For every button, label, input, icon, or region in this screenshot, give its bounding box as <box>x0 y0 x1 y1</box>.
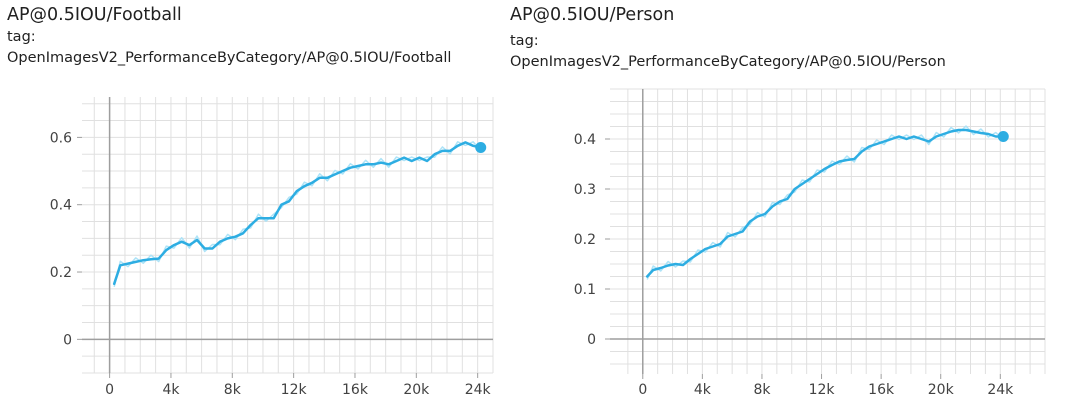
x-tick-label: 4k <box>162 382 180 398</box>
series-line[interactable] <box>112 141 482 286</box>
x-tick-label: 0 <box>638 382 647 398</box>
chart-title: AP@0.5IOU/Person <box>510 5 675 25</box>
tag-label: tag: <box>510 33 539 49</box>
y-tick-label: 0.4 <box>574 132 596 148</box>
x-tick-label: 24k <box>987 382 1014 398</box>
series-line[interactable] <box>645 128 1005 278</box>
tag-value: OpenImagesV2_PerformanceByCategory/AP@0.… <box>510 54 946 70</box>
series-end-point[interactable] <box>475 141 487 153</box>
x-tick-label: 12k <box>809 382 836 398</box>
x-tick-label: 8k <box>753 382 771 398</box>
person-line-chart[interactable]: 0 0.1 0.2 0.3 0.4 0 4k 8k 12k 16k 20k 24k <box>510 0 1066 418</box>
y-tick-label: 0.2 <box>50 265 72 281</box>
y-tick-label: 0 <box>587 332 596 348</box>
series-raw-line <box>646 125 1004 280</box>
x-tick-label: 4k <box>694 382 712 398</box>
y-tick-label: 0.3 <box>574 182 596 198</box>
series-end-point[interactable] <box>997 131 1009 142</box>
x-tick-label: 16k <box>342 382 369 398</box>
x-tick-label: 16k <box>868 382 895 398</box>
x-tick-label: 8k <box>224 382 242 398</box>
chart-card-person: AP@0.5IOU/Person tag: OpenImagesV2_Perfo… <box>510 0 1066 418</box>
x-tick-label: 20k <box>928 382 955 398</box>
x-tick-label: 20k <box>403 382 430 398</box>
y-tick-label: 0.2 <box>574 232 596 248</box>
tag-label: tag: <box>7 29 36 45</box>
x-tick-label: 24k <box>465 382 492 398</box>
series-raw-line <box>113 141 482 287</box>
y-tick-label: 0 <box>63 332 72 348</box>
x-tick-label: 12k <box>281 382 308 398</box>
x-tick-label: 0 <box>105 382 114 398</box>
tag-value: OpenImagesV2_PerformanceByCategory/AP@0.… <box>7 50 452 66</box>
y-tick-label: 0.4 <box>50 198 72 214</box>
y-tick-label: 0.6 <box>50 130 72 146</box>
chart-title: AP@0.5IOU/Football <box>7 5 182 25</box>
y-tick-label: 0.1 <box>574 282 596 298</box>
chart-card-football: AP@0.5IOU/Football tag: OpenImagesV2_Per… <box>0 0 505 418</box>
football-line-chart[interactable]: 0 0.2 0.4 0.6 0 4k 8k 12k 16k 20k 24k <box>0 0 505 418</box>
